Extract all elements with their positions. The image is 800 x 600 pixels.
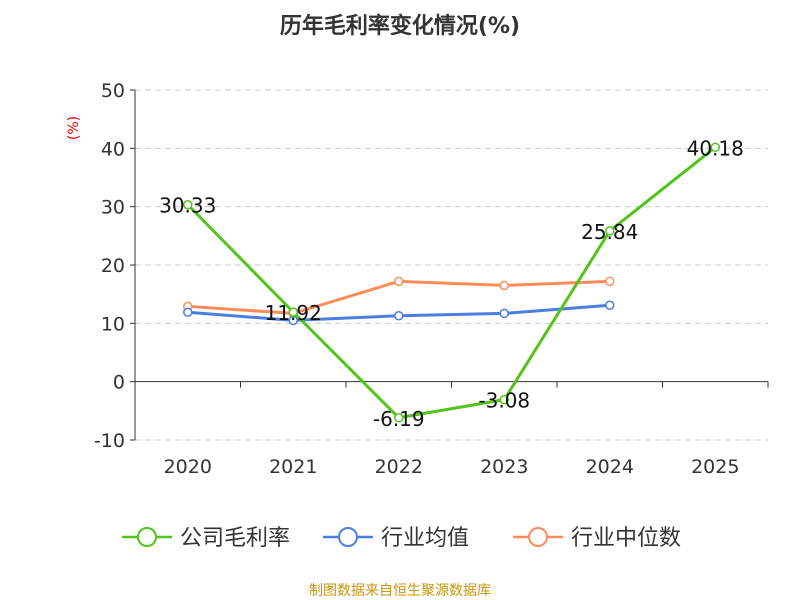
data-point[interactable] [394,276,404,287]
data-point[interactable] [394,311,404,321]
x-tick-label: 2021 [269,456,317,478]
data-label: 11.92 [265,301,322,325]
y-tick-label: 40 [101,138,125,160]
data-point[interactable] [499,280,509,291]
data-label: 30.33 [159,194,216,218]
x-tick-label: 2024 [586,456,634,478]
data-label: 40.18 [687,136,744,160]
series-line [186,146,717,420]
legend-marker [137,527,157,547]
data-point[interactable] [499,394,509,405]
legend-marker [528,527,548,547]
x-tick-label: 2020 [164,456,212,478]
data-point[interactable] [499,308,509,319]
series-line [187,279,610,315]
y-tick-label: 30 [101,197,125,219]
legend-item[interactable]: 公司毛利率 [122,526,290,551]
footer-source: 制图数据来自恒生聚源数据库 [309,583,491,599]
data-point[interactable] [288,307,298,317]
legend-label: 公司毛利率 [180,526,290,551]
data-point[interactable] [605,300,615,310]
data-point[interactable] [710,142,720,153]
legend-item[interactable]: 行业均值 [323,526,469,551]
chart-title: 历年毛利率变化情况(%) [280,13,520,39]
data-point[interactable] [394,413,404,423]
legend-marker [338,527,358,547]
data-point[interactable] [183,307,193,317]
data-label: -3.08 [478,389,530,413]
data-point[interactable] [605,276,615,287]
x-tick-label: 2023 [480,456,528,478]
y-tick-label: -10 [94,430,125,452]
x-tick-label: 2022 [375,456,423,478]
y-axis-label: (%) [66,116,82,140]
y-tick-label: 10 [101,313,125,335]
y-tick-label: 50 [101,80,125,102]
legend-label: 行业中位数 [571,526,681,551]
y-tick-label: 20 [101,255,125,277]
data-label: 25.84 [581,220,638,244]
data-point[interactable] [605,226,615,236]
y-tick-label: 0 [113,372,125,394]
data-label: -6.19 [373,407,425,431]
x-tick-label: 2025 [691,456,739,478]
legend-label: 行业均值 [381,526,469,551]
data-point[interactable] [183,199,193,210]
legend-item[interactable]: 行业中位数 [513,526,681,551]
